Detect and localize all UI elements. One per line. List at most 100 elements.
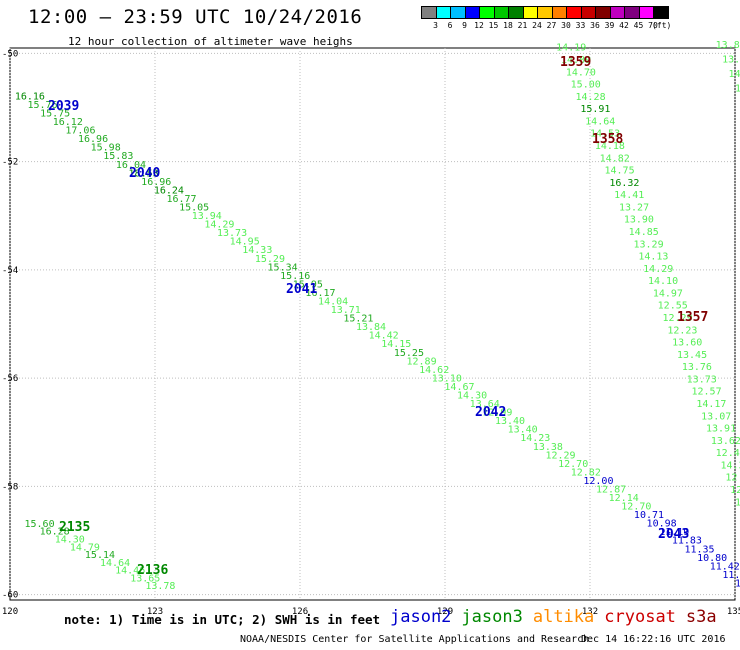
pass-number-label: 2041 — [286, 282, 317, 297]
swh-value-label: 15.25 — [394, 348, 424, 359]
legend-tick-label: 21 — [517, 21, 528, 30]
swh-value-label: 12.29 — [663, 313, 693, 324]
latitude-tick-label: -54 — [2, 266, 18, 276]
swh-value-label: 14.75 — [605, 166, 635, 177]
swh-value-label: 14.17 — [696, 399, 726, 410]
swh-value-label: 15.00 — [571, 80, 601, 91]
swh-value-label: 16.17 — [305, 288, 335, 299]
legend-tick-label: 36 — [590, 21, 600, 30]
swh-value-label: 12.87 — [596, 484, 626, 495]
swh-value-label: 13.07 — [701, 411, 731, 422]
swh-value-label: 13.45 — [677, 350, 707, 361]
swh-value-label: 14.53 — [590, 129, 620, 140]
swh-value-label: 10.98 — [647, 519, 677, 530]
legend-tick-labels: 3 6 9 12 15 18 21 24 27 30 33 36 39 42 45 70 (ft) — [421, 21, 672, 33]
swh-value-label: 14.42 — [369, 331, 399, 342]
swh-value-label: 14.82 — [600, 153, 630, 164]
swh-value-label: 13.65 — [130, 573, 160, 584]
swh-value-label: 16.32 — [609, 178, 639, 189]
pass-number-label: 1358 — [592, 132, 623, 147]
pass-number-label: 1359 — [560, 55, 591, 70]
swh-value-label: 11.83 — [672, 536, 702, 547]
swh-value-label: 12.46 — [716, 448, 740, 459]
swh-value-label: 14.13 — [638, 252, 668, 263]
swh-value-label: 13.10 — [432, 373, 462, 384]
swh-value-label: 14.29 — [643, 264, 673, 275]
swh-value-label: 13.78 — [145, 581, 175, 592]
swh-value-label: 15.21 — [343, 314, 373, 325]
legend-tick-label: 39 — [604, 21, 615, 30]
longitude-tick-label: 135 — [727, 607, 740, 617]
credit-text: NOAA/NESDIS Center for Satellite Applica… — [240, 634, 590, 645]
swh-value-label: 13.73 — [687, 374, 717, 385]
legend-tick-label: 33 — [575, 21, 586, 30]
color-scale-legend: 3 6 9 12 15 18 21 24 27 30 33 36 39 42 45 70 (ft) — [421, 6, 672, 33]
swh-value-label: 14.28 — [576, 92, 606, 103]
swh-value-label: 12 — [735, 497, 740, 508]
swh-value-label: 14.95 — [230, 237, 260, 248]
swh-value-label: 16.24 — [154, 185, 184, 196]
legend-tick-label: 42 — [619, 21, 629, 30]
swh-value-label: 13.90 — [624, 215, 654, 226]
swh-value-label: 12.23 — [667, 325, 697, 336]
swh-value-label: 10.80 — [697, 553, 727, 564]
swh-value-label: 14.62 — [419, 365, 449, 376]
swh-value-label: 14.85 — [629, 227, 659, 238]
legend-tick-label: 3 — [433, 21, 438, 30]
swh-value-label: 16.96 — [78, 134, 108, 145]
swh-value-label: 13.38 — [533, 442, 563, 453]
swh-value-label: 12.57 — [692, 387, 722, 398]
swh-value-label: 13.73 — [217, 228, 247, 239]
swh-value-label: 16.28 — [40, 527, 70, 538]
pass-number-label: 2043 — [658, 527, 689, 542]
swh-value-label: 18.53 — [129, 168, 159, 179]
swh-value-label: 14.10 — [648, 276, 678, 287]
swh-value-label: 13.40 — [495, 416, 525, 427]
swh-value-label: 11 — [735, 578, 740, 589]
swh-value-label: 14.70 — [566, 67, 596, 78]
legend-tick-label: 15 — [488, 21, 499, 30]
legend-swatch — [653, 6, 669, 19]
swh-value-label: 13.91 — [706, 424, 736, 435]
legend-tick-label: 12 — [474, 21, 484, 30]
latitude-tick-label: -60 — [2, 591, 18, 601]
swh-value-label: 14.41 — [614, 190, 644, 201]
swh-value-label: 13.64 — [470, 399, 500, 410]
swh-value-label: 14.30 — [55, 535, 85, 546]
swh-value-label: 15.76 — [27, 100, 57, 111]
satellite-label-jason3: jason3 — [461, 607, 523, 627]
swh-value-label: 16.12 — [53, 117, 83, 128]
swh-value-label: 12.55 — [658, 301, 688, 312]
swh-value-label: 14.04 — [318, 296, 348, 307]
swh-value-label: 14.30 — [457, 390, 487, 401]
swh-value-label: 14.23 — [520, 433, 550, 444]
swh-value-label: 12.70 — [558, 459, 588, 470]
swh-value-label: 13.94 — [192, 211, 222, 222]
swh-value-label: 12.99 — [482, 408, 512, 419]
swh-value-label: 11.70 — [722, 570, 740, 581]
swh-value-label: 11.42 — [710, 561, 740, 572]
satellite-label-cryosat: cryosat — [604, 607, 676, 627]
legend-swatches — [421, 6, 669, 19]
swh-value-label: 12.00 — [583, 476, 613, 487]
swh-value-label: 15.34 — [268, 262, 298, 273]
legend-tick-label: (ft) — [652, 21, 672, 30]
swh-value-label: 15.95 — [293, 279, 323, 290]
swh-value-label: 12.82 — [571, 467, 601, 478]
swh-value-label: 14.67 — [444, 382, 474, 393]
pass-number-label: 2135 — [59, 520, 90, 535]
swh-value-label: 15.83 — [103, 151, 133, 162]
swh-value-label: 14.97 — [653, 288, 683, 299]
swh-value-label: 15.05 — [179, 202, 209, 213]
swh-value-label: 13.76 — [682, 362, 712, 373]
pass-number-label: 2039 — [48, 99, 79, 114]
swh-value-label: 14.15 — [381, 339, 411, 350]
legend-tick-label: 30 — [561, 21, 571, 30]
swh-value-label: 13.84 — [356, 322, 386, 333]
swh-value-label: 12.14 — [609, 493, 639, 504]
latitude-tick-label: -56 — [2, 374, 18, 384]
swh-value-label: 14.46 — [115, 566, 145, 577]
longitude-tick-label: 126 — [292, 607, 308, 617]
